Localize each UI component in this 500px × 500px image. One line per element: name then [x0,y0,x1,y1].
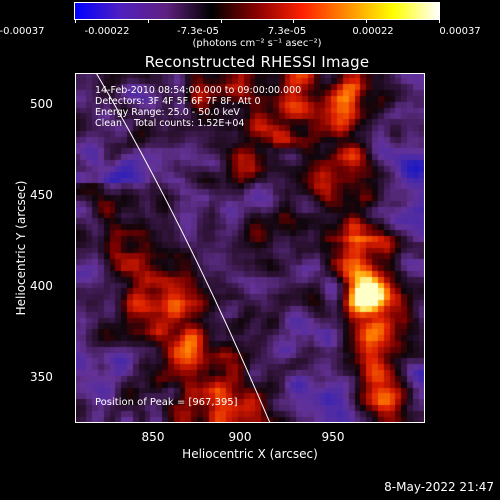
colorbar [74,2,440,20]
colorbar-tick [220,19,222,23]
colorbar-tick-label: -0.00037 [0,26,45,37]
y-axis-label: Heliocentric Y (arcsec) [14,180,28,316]
colorbar-tick [293,19,295,23]
colorbar-tick-label: 0.00037 [439,26,481,37]
y-tick-500: 500 [30,97,53,111]
info-time-range: 14-Feb-2010 08:54:00.000 to 09:00:00.000 [95,85,302,96]
plot-timestamp: 8-May-2022 21:47 [384,480,494,494]
colorbar-tick-label: -7.3e-05 [177,26,219,37]
solar-limb-overlay [95,73,271,423]
x-tick-850: 850 [141,430,165,444]
colorbar-tick [75,19,76,23]
x-axis-label: Heliocentric X (arcsec) [182,447,318,461]
intensity-map [75,73,425,423]
info-energy-range: Energy Range: 25.0 - 50.0 keV [95,107,240,118]
colorbar-tick [439,19,440,23]
colorbar-units: (photons cm⁻² s⁻¹ asec⁻²) [192,38,322,49]
y-tick-400: 400 [30,279,53,293]
y-tick-450: 450 [30,188,53,202]
x-tick-900: 900 [228,430,252,444]
solar-limb-line [95,73,271,423]
colorbar-tick [366,19,368,23]
rhessi-image [75,73,425,423]
colorbar-tick-label: 0.00022 [352,26,394,37]
y-tick-350: 350 [30,370,53,384]
plot-title: Reconstructed RHESSI Image [144,53,370,71]
info-detectors: Detectors: 3F 4F 5F 6F 7F 8F, Att 0 [95,96,261,107]
x-tick-950: 950 [321,430,345,444]
colorbar-tick [147,19,149,23]
colorbar-tick-label: 7.3e-05 [267,26,307,37]
colorbar-tick-label: -0.00022 [84,26,130,37]
info-counts: Clean Total counts: 1.52E+04 [95,118,245,129]
peak-position: Position of Peak = [967,395] [95,397,238,408]
